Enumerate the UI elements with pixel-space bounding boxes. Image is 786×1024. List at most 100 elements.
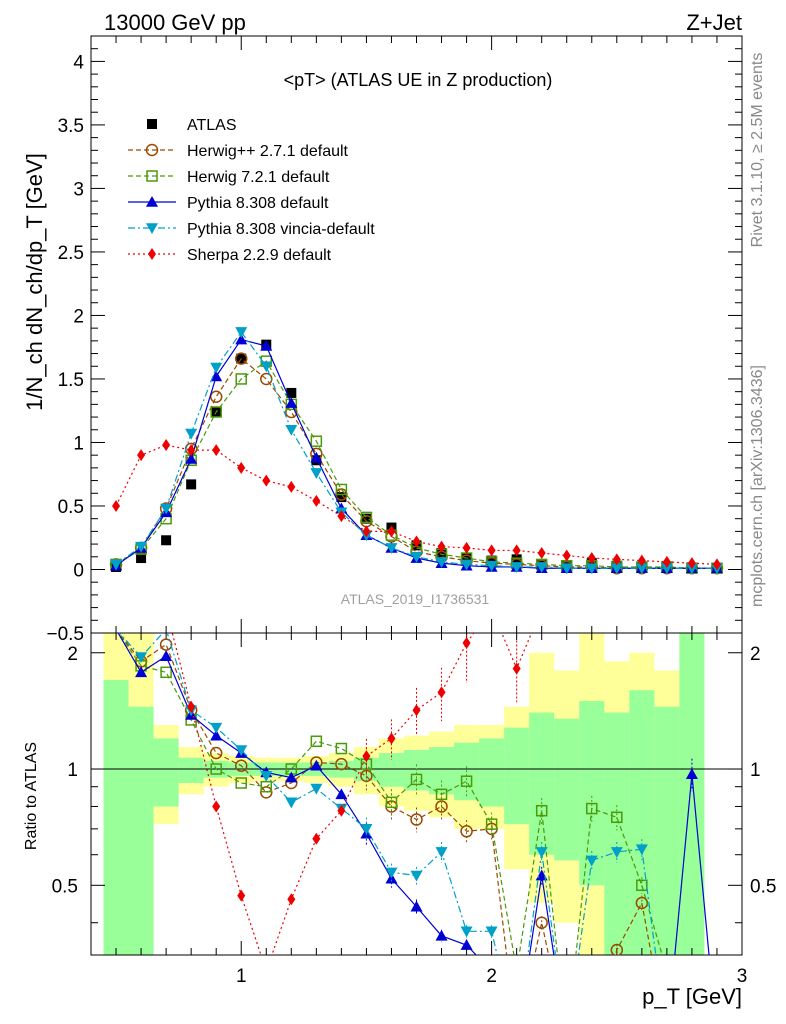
ratio-series-4-point — [410, 870, 423, 882]
band-green-bin — [479, 738, 505, 807]
ratio-tick-label: 1 — [67, 760, 78, 781]
series-0-point — [186, 479, 197, 490]
series-5-point — [662, 555, 671, 568]
legend-item-1-label: Herwig++ 2.7.1 default — [187, 143, 349, 160]
series-0-point — [486, 555, 497, 566]
series-2-point — [210, 406, 222, 418]
ratio-series-3-point — [210, 729, 223, 741]
legend-item-5-label: Sherpa 2.2.9 default — [187, 247, 332, 264]
band-green-bin — [604, 712, 630, 955]
series-2-point — [335, 483, 348, 496]
series-5-point — [362, 525, 371, 538]
ratio-series-1-point — [209, 746, 223, 760]
ratio-series-2-point — [210, 763, 222, 775]
band-green-bin — [654, 706, 680, 955]
y-tick-label: 3.5 — [58, 116, 84, 137]
ratio-series-5-point — [387, 732, 396, 745]
ratio-tick-label-right: 2 — [750, 644, 761, 665]
energy-label: 13000 GeV pp — [104, 10, 246, 35]
x-tick-label: 2 — [486, 966, 497, 987]
ratio-series-2-point — [435, 788, 448, 801]
band-green-bin — [429, 747, 455, 795]
ratio-series-5-point — [512, 662, 521, 675]
ratio-tick-label-right: 1 — [750, 760, 761, 781]
y-tick-label: 4 — [73, 52, 84, 73]
band-green-bin — [103, 680, 129, 955]
series-5-point — [337, 510, 346, 523]
ratio-series-4-point — [285, 797, 298, 809]
series-2-point — [310, 435, 323, 447]
series-0-point — [136, 553, 147, 564]
ratio-series-3-point — [460, 939, 473, 950]
ratio-uncertainty-bands — [103, 633, 705, 955]
y-tick-label: 0.5 — [58, 497, 84, 518]
series-5-point — [562, 549, 571, 562]
series-4-point — [210, 362, 223, 374]
series-3-line — [115, 338, 717, 569]
ratio-series — [117, 633, 710, 955]
series-5-point — [312, 494, 321, 507]
ratio-series-3-point — [410, 900, 423, 912]
y-axis-label: 1/N_ch dN_ch/dp_T [GeV] — [22, 153, 47, 411]
band-green-bin — [529, 712, 555, 855]
series-3-point — [260, 339, 273, 351]
y-tick-label: 3 — [73, 179, 84, 200]
ratio-series-4-point — [535, 847, 548, 858]
series-5-point — [262, 474, 271, 487]
y-tick-label: 1.5 — [58, 370, 84, 391]
ratio-series-4-point — [485, 926, 498, 938]
series-5-point — [237, 461, 246, 474]
series-4-point — [560, 563, 573, 575]
series-2-point — [235, 373, 247, 385]
band-green-bin — [504, 727, 530, 825]
series-5-point — [612, 553, 621, 566]
y-tick-label: 1 — [73, 433, 84, 454]
ratio-series-5-point — [212, 800, 221, 813]
series-5-point — [712, 558, 721, 571]
ratio-series-2-point — [586, 802, 598, 815]
legend-item-2-marker — [146, 170, 158, 182]
series-5-point — [687, 557, 696, 570]
ratio-series-3-point — [310, 759, 323, 771]
series-4-point — [610, 563, 623, 575]
data-series — [109, 327, 724, 575]
ratio-series-2-point — [535, 804, 548, 817]
series-4-point — [310, 468, 323, 479]
ratio-series-1-point — [460, 825, 473, 838]
ratio-series-2-point — [385, 796, 398, 809]
ratio-series-2-point — [460, 775, 473, 787]
ratio-series-4-point — [260, 771, 273, 782]
x-tick-label: 3 — [737, 966, 748, 987]
x-axis-label: p_T [GeV] — [642, 984, 742, 1009]
ratio-series-1-point — [234, 759, 248, 772]
series-3-point — [210, 370, 223, 382]
series-4-point — [385, 543, 398, 554]
series-0-point — [436, 547, 447, 558]
series-5-point — [137, 449, 146, 462]
band-green-bin — [579, 701, 605, 886]
ratio-series-4-point — [435, 847, 448, 858]
series-5-point — [587, 552, 596, 565]
mcplots-label: mcplots.cern.ch [arXiv:1306.3436] — [749, 365, 766, 607]
x-tick-label: 1 — [236, 966, 247, 987]
series-4-point — [535, 562, 548, 573]
series-4-point — [160, 503, 173, 515]
series-4-point — [510, 562, 523, 573]
series-4-point — [285, 424, 298, 436]
series-3-point — [285, 397, 298, 408]
series-4-point — [585, 563, 598, 575]
ratio-series-5-point — [362, 750, 371, 763]
series-4-point — [135, 541, 148, 553]
ratio-series-2-point — [310, 735, 323, 748]
y-tick-label: 0 — [73, 560, 84, 581]
ratio-series-1-point — [410, 813, 423, 826]
series-1-point — [209, 390, 223, 403]
plot-title: <pT> (ATLAS UE in Z production) — [284, 70, 553, 90]
band-green-bin — [629, 690, 655, 955]
series-5-point — [287, 480, 296, 493]
series-0-point — [161, 535, 172, 546]
axis-ticks: 1 2 3 −0.5 0 0.5 1 1.5 2 2.5 3 3.5 4 0.5 0.5 1 1 2 2 — [46, 35, 776, 987]
ratio-series-4-point — [360, 824, 373, 835]
band-green-bin — [178, 757, 204, 784]
ratio-series-4-point — [210, 722, 223, 734]
